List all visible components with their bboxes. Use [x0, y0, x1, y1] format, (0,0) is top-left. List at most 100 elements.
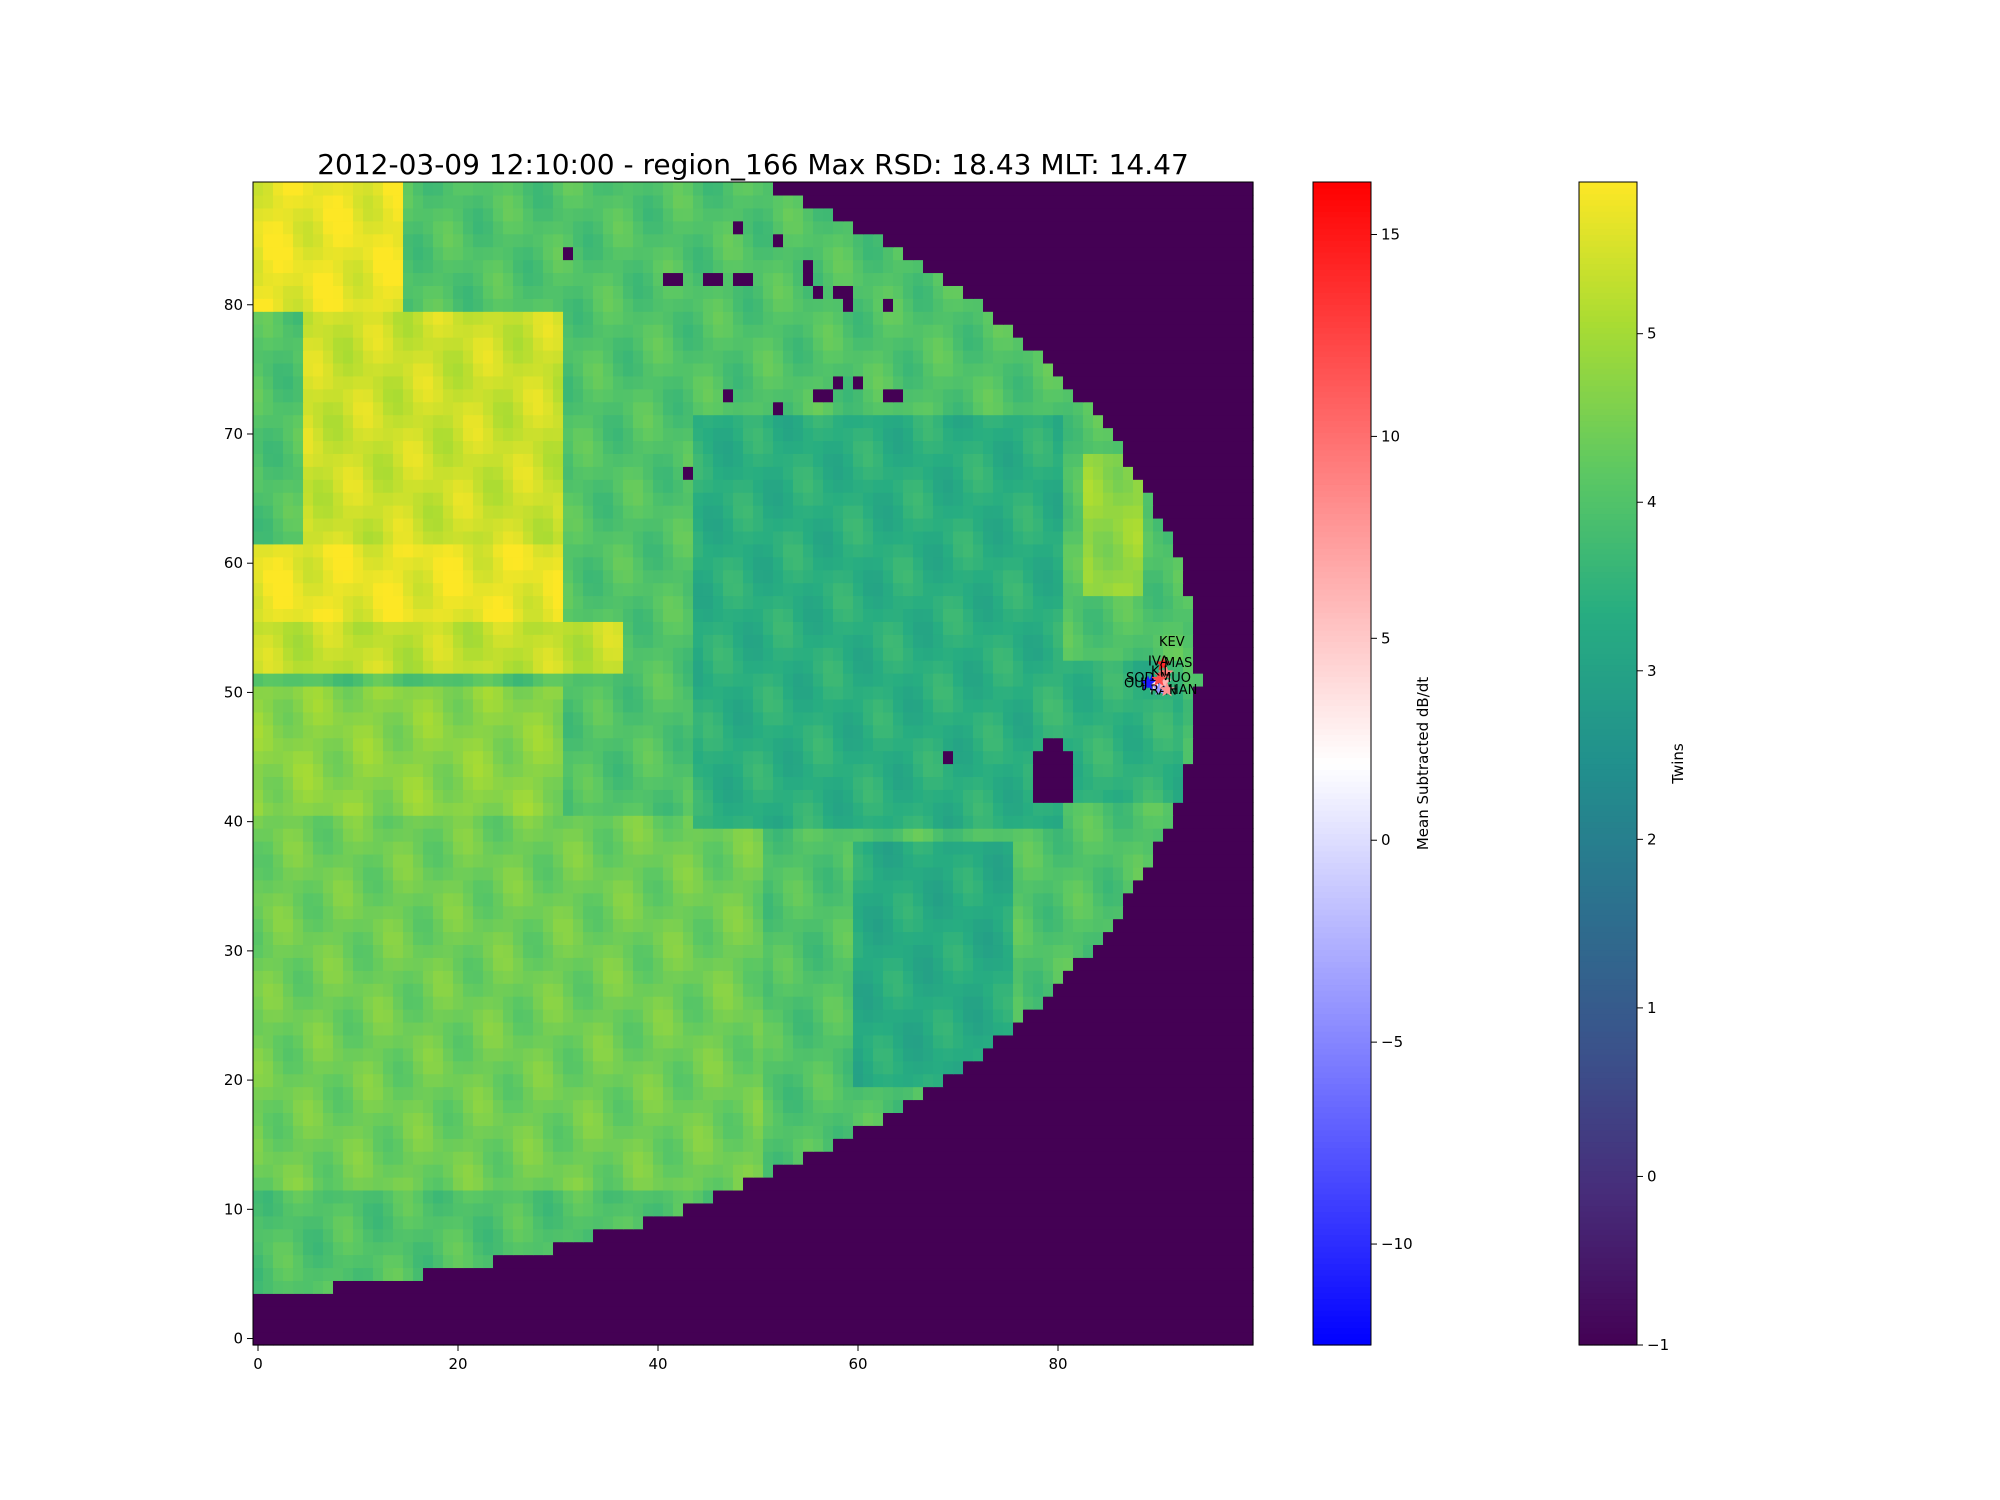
heatmap-cell: [573, 1177, 584, 1191]
heatmap-cell: [1203, 866, 1214, 881]
heatmap-cell: [423, 1202, 434, 1217]
heatmap-cell: [623, 996, 634, 1010]
heatmap-cell: [1033, 1073, 1044, 1088]
heatmap-cell: [643, 1151, 654, 1165]
heatmap-cell: [273, 892, 284, 907]
heatmap-cell: [513, 983, 524, 997]
heatmap-cell: [963, 1306, 974, 1320]
heatmap-cell: [1223, 1164, 1234, 1178]
heatmap-cell: [1093, 957, 1104, 971]
heatmap-cell: [673, 1138, 684, 1152]
heatmap-cell: [1103, 1060, 1114, 1075]
heatmap-cell: [813, 1202, 824, 1217]
heatmap-cell: [603, 802, 614, 816]
heatmap-cell: [1013, 698, 1024, 713]
heatmap-cell: [1113, 1215, 1124, 1230]
heatmap-cell: [453, 1125, 464, 1139]
heatmap-cell: [783, 1177, 794, 1191]
heatmap-cell: [543, 737, 554, 752]
heatmap-cell: [673, 789, 684, 803]
heatmap-cell: [433, 853, 444, 868]
heatmap-cell: [1153, 1086, 1164, 1101]
heatmap-cell: [253, 802, 264, 816]
heatmap-cell: [603, 711, 614, 726]
heatmap-cell: [1113, 853, 1124, 868]
heatmap-cell: [533, 1189, 544, 1204]
heatmap-cell: [393, 1215, 404, 1230]
heatmap-cell: [983, 737, 994, 752]
heatmap-cell: [843, 698, 854, 713]
heatmap-cell: [623, 853, 634, 868]
heatmap-cell: [383, 789, 394, 803]
heatmap-cell: [403, 724, 414, 739]
heatmap-cell: [433, 1215, 444, 1230]
heatmap-cell: [973, 1151, 984, 1165]
heatmap-cell: [853, 866, 864, 881]
heatmap-cell: [1003, 866, 1014, 881]
heatmap-cell: [753, 905, 764, 920]
heatmap-cell: [683, 1332, 694, 1346]
heatmap-cell: [513, 1319, 524, 1333]
heatmap-cell: [633, 1177, 644, 1191]
heatmap-cell: [443, 983, 454, 997]
heatmap-cell: [1213, 750, 1224, 765]
heatmap-cell: [613, 789, 624, 803]
heatmap-cell: [1003, 1151, 1014, 1165]
heatmap-cell: [583, 1009, 594, 1023]
heatmap-cell: [873, 828, 884, 842]
heatmap-cell: [563, 996, 574, 1010]
heatmap-cell: [373, 841, 384, 855]
heatmap-cell: [913, 737, 924, 752]
heatmap-cell: [963, 1086, 974, 1101]
heatmap-cell: [1033, 763, 1044, 778]
heatmap-cell: [923, 957, 934, 971]
heatmap-cell: [1073, 1189, 1084, 1204]
heatmap-cell: [683, 970, 694, 984]
heatmap-cell: [833, 1112, 844, 1126]
heatmap-cell: [1093, 996, 1104, 1010]
heatmap-cell: [1153, 944, 1164, 958]
heatmap-cell: [763, 918, 774, 933]
heatmap-cell: [1023, 1151, 1034, 1165]
heatmap-cell: [743, 866, 754, 881]
heatmap-cell: [983, 1293, 994, 1307]
heatmap-cell: [983, 1306, 994, 1320]
heatmap-cell: [403, 1241, 414, 1256]
heatmap-cell: [743, 802, 754, 816]
heatmap-cell: [893, 1034, 904, 1049]
heatmap-cell: [673, 1177, 684, 1191]
heatmap-cell: [333, 1254, 344, 1269]
heatmap-cell: [323, 750, 334, 765]
heatmap-cell: [723, 750, 734, 765]
heatmap-cell: [263, 1099, 274, 1113]
heatmap-cell: [763, 1254, 774, 1269]
heatmap-cell: [513, 1177, 524, 1191]
heatmap-cell: [883, 892, 894, 907]
heatmap-cell: [1043, 1241, 1054, 1256]
heatmap-cell: [793, 1151, 804, 1165]
heatmap-cell: [1083, 1177, 1094, 1191]
heatmap-cell: [663, 1215, 674, 1230]
heatmap-cell: [923, 892, 934, 907]
heatmap-cell: [573, 724, 584, 739]
heatmap-cell: [593, 1073, 604, 1088]
heatmap-cell: [363, 763, 374, 778]
heatmap-cell: [1113, 931, 1124, 946]
heatmap-cell: [1173, 983, 1184, 997]
heatmap-cell: [703, 737, 714, 752]
heatmap-cell: [653, 815, 664, 829]
heatmap-cell: [303, 1112, 314, 1126]
heatmap-cell: [783, 841, 794, 855]
heatmap-cell: [1083, 970, 1094, 984]
heatmap-cell: [523, 1215, 534, 1230]
heatmap-cell: [563, 789, 574, 803]
heatmap-cell: [1243, 983, 1254, 997]
heatmap-cell: [863, 1047, 874, 1062]
heatmap-cell: [1153, 1332, 1164, 1346]
heatmap-cell: [1013, 1319, 1024, 1333]
heatmap-cell: [423, 905, 434, 920]
heatmap-cell: [933, 853, 944, 868]
heatmap-cell: [543, 1306, 554, 1320]
heatmap-cell: [593, 1332, 604, 1346]
heatmap-cell: [1073, 1099, 1084, 1113]
